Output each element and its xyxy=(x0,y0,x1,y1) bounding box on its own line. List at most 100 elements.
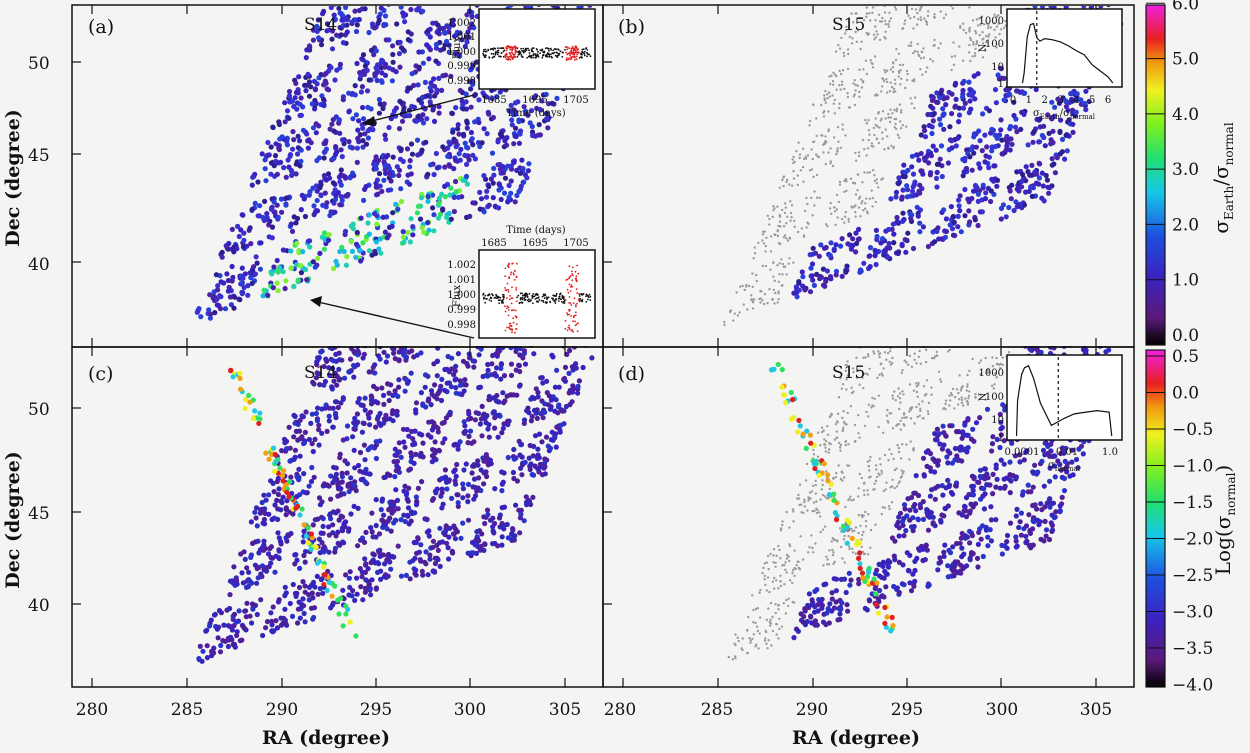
star-point xyxy=(274,257,280,264)
star-point xyxy=(422,384,428,390)
star-point xyxy=(207,292,213,298)
star-point xyxy=(866,171,869,174)
star-point xyxy=(385,187,391,193)
star-point xyxy=(998,32,1001,36)
star-point xyxy=(465,440,471,446)
star-point xyxy=(538,0,543,1)
star-point xyxy=(542,464,548,470)
star-point xyxy=(414,210,420,216)
star-point xyxy=(384,526,390,532)
star-point xyxy=(239,265,245,271)
star-point xyxy=(358,258,364,264)
star-point xyxy=(464,39,470,45)
star-point xyxy=(929,58,932,61)
star-point xyxy=(524,502,530,508)
star-point xyxy=(895,107,899,111)
star-point xyxy=(368,397,374,403)
star-point xyxy=(352,597,358,603)
star-point xyxy=(352,415,358,421)
star-point xyxy=(532,433,539,439)
star-point xyxy=(822,115,826,118)
star-point xyxy=(883,11,887,14)
star-point xyxy=(384,557,390,563)
star-point xyxy=(344,17,350,23)
star-point xyxy=(808,119,812,123)
star-point xyxy=(324,21,331,27)
star-point xyxy=(544,116,550,122)
star-point xyxy=(1015,202,1021,208)
star-point xyxy=(224,271,230,277)
star-point xyxy=(899,83,902,86)
star-point xyxy=(478,416,484,422)
star-point xyxy=(337,451,343,457)
star-point xyxy=(316,427,322,433)
star-point xyxy=(1025,169,1031,175)
star-point xyxy=(899,120,902,123)
star-point xyxy=(831,164,835,168)
star-point xyxy=(348,475,354,481)
star-point xyxy=(377,438,383,444)
star-point xyxy=(361,335,366,340)
star-point xyxy=(906,72,909,76)
star-point xyxy=(369,529,375,535)
star-point xyxy=(328,64,334,71)
star-point xyxy=(511,107,517,113)
star-point xyxy=(481,547,487,553)
star-point xyxy=(1015,88,1021,94)
star-point xyxy=(897,75,900,78)
star-point xyxy=(337,61,343,67)
star-point xyxy=(393,201,399,207)
star-point xyxy=(225,643,231,650)
star-point xyxy=(296,584,303,591)
star-point xyxy=(768,217,771,221)
star-point xyxy=(793,219,796,223)
star-point xyxy=(802,147,805,150)
star-point xyxy=(452,0,457,3)
star-point xyxy=(471,476,478,482)
star-point xyxy=(988,198,994,205)
star-point xyxy=(303,55,309,61)
star-point xyxy=(529,0,534,2)
star-point xyxy=(991,178,997,184)
star-point xyxy=(723,320,726,324)
star-point xyxy=(1037,0,1042,3)
star-point xyxy=(439,87,445,93)
star-point xyxy=(857,151,861,154)
star-point xyxy=(353,254,359,260)
star-point xyxy=(521,104,527,110)
star-point xyxy=(394,408,400,414)
star-point xyxy=(326,413,332,419)
star-point xyxy=(398,573,405,579)
star-point xyxy=(854,89,857,92)
star-point xyxy=(823,94,826,97)
star-point xyxy=(284,446,290,452)
star-point xyxy=(405,29,411,35)
star-point xyxy=(778,213,781,217)
star-point xyxy=(445,153,451,159)
star-point xyxy=(350,226,356,232)
star-point xyxy=(454,492,460,498)
star-point xyxy=(829,82,832,86)
star-point xyxy=(962,59,965,62)
star-point xyxy=(435,22,441,28)
star-point xyxy=(413,451,419,457)
star-point xyxy=(892,87,896,91)
star-point xyxy=(520,166,526,172)
star-point xyxy=(926,122,932,129)
star-point xyxy=(808,124,811,127)
star-point xyxy=(225,288,231,294)
star-point xyxy=(983,153,989,159)
star-point xyxy=(343,262,349,268)
star-point xyxy=(872,33,876,36)
star-point xyxy=(418,350,424,356)
star-point xyxy=(279,209,285,215)
star-point xyxy=(763,230,766,233)
star-point xyxy=(477,206,483,212)
star-point xyxy=(356,118,362,124)
star-point xyxy=(323,402,329,408)
star-point xyxy=(310,448,316,455)
star-point xyxy=(1023,164,1029,170)
star-point xyxy=(251,264,257,270)
star-point xyxy=(226,637,232,643)
star-point xyxy=(342,228,349,234)
